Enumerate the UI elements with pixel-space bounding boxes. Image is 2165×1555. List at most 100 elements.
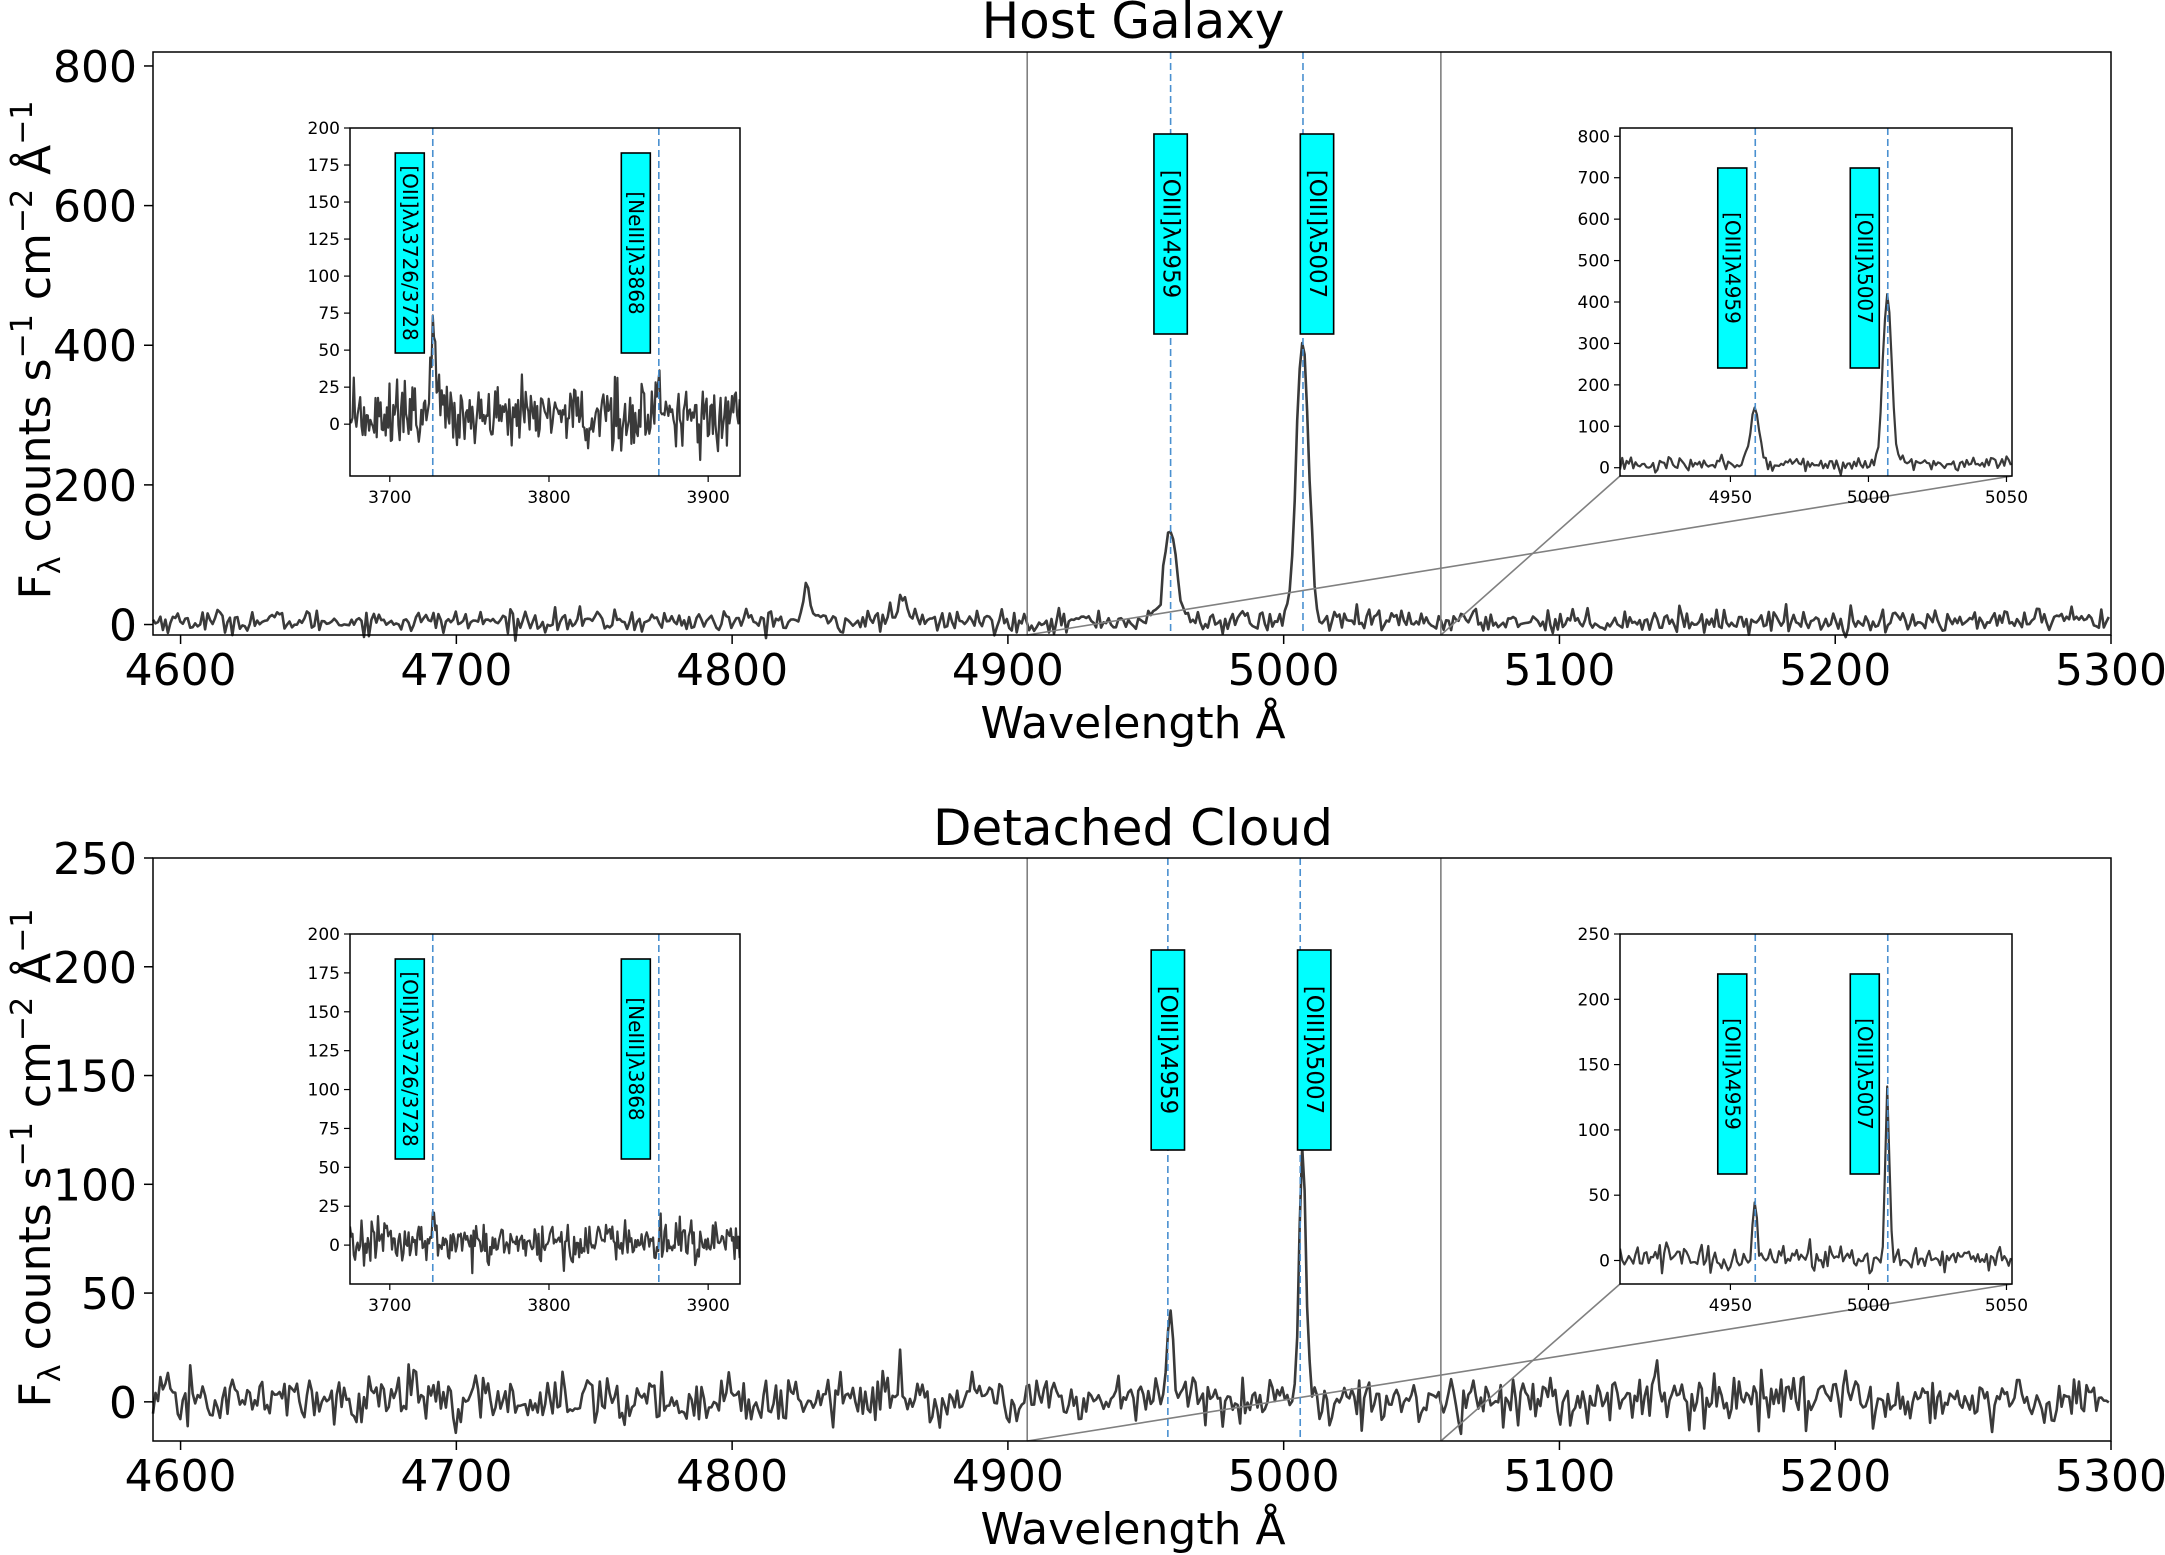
cloud-inset-left-ytick-label-3: 75 (318, 1119, 340, 1139)
host-galaxy-panel: Host Galaxy Wavelength Å Fλ counts s−1 c… (5, 0, 2165, 749)
host-inset-left-xtick-label-0: 3700 (368, 488, 411, 508)
cloud-frame (152, 857, 2112, 1442)
cloud-inset-left-frame (349, 933, 741, 1285)
host-xtick-label-4: 5000 (1228, 645, 1340, 696)
cloud-inset-left-ytick-label-2: 50 (318, 1158, 340, 1178)
host-inset-left-ytick-label-2: 50 (318, 341, 340, 361)
host-inset-right-spectrum-line (1620, 293, 2012, 476)
cloud-ytick-label-1: 50 (81, 1269, 137, 1320)
cloud-inset-left-ytick-label-5: 125 (308, 1042, 340, 1062)
cloud-spectrum-line (151, 1145, 2110, 1436)
cloud-inset-right-xtick-label-2: 5050 (1985, 1296, 2028, 1316)
cloud-xtick-label-1: 4700 (400, 1451, 512, 1502)
host-inset-right-line-label-1-text: [OIII]λ5007 (1853, 212, 1877, 324)
cloud-inset-right-ytick-label-5: 250 (1578, 925, 1610, 945)
host-inset-left-line-label-0-box (394, 152, 426, 354)
host-inset-left-line-label-0-text: [OII]λλ3726/3728 (398, 165, 422, 340)
host-inset-right-ytick-label-4: 400 (1578, 293, 1610, 313)
host-inset-left-ytick-label-3: 75 (318, 304, 340, 324)
host-inset-left-xtick-label-1: 3800 (527, 488, 570, 508)
host-inset-right-ytick-label-0: 0 (1599, 459, 1610, 479)
host-xtick-label-6: 5200 (1779, 645, 1891, 696)
cloud-inset-left-line-label-0-box (394, 958, 426, 1160)
cloud-ytick-label-0: 0 (109, 1378, 137, 1429)
host-inset-left-xtick-label-2: 3900 (687, 488, 730, 508)
host-ytick-label-3: 600 (53, 182, 137, 233)
cloud-inset-right-xtick-label-1: 5000 (1847, 1296, 1890, 1316)
host-inset-left-ytick-label-6: 150 (308, 193, 340, 213)
cloud-line-label-0-text: [OIII]λ4959 (1155, 986, 1181, 1115)
cloud-inset-left-line-label-1-box (620, 958, 652, 1160)
host-inset-left-line-label-1: [NeIII]λ3868 (620, 152, 652, 354)
host-line-label-1-box (1299, 133, 1335, 335)
host-zoom-connector-1 (1027, 475, 2013, 636)
host-line-label-0-box (1153, 133, 1189, 335)
host-inset-right-ytick-label-1: 100 (1578, 417, 1610, 437)
cloud-line-label-0-box (1150, 949, 1186, 1151)
host-frame (152, 51, 2112, 636)
detached-cloud-panel: Detached Cloud Wavelength Å Fλ counts s−… (5, 799, 2165, 1555)
cloud-inset-left-xtick-label-2: 3900 (687, 1296, 730, 1316)
cloud-xtick-label-5: 5100 (1503, 1451, 1615, 1502)
cloud-inset-right-ytick-label-3: 150 (1578, 1056, 1610, 1076)
host-line-label-1: [OIII]λ5007 (1299, 133, 1335, 335)
cloud-inset-left-line-label-1-text: [NeIII]λ3868 (624, 997, 648, 1120)
cloud-inset-left-ytick-label-6: 150 (308, 1003, 340, 1023)
host-galaxy-xlabel: Wavelength Å (980, 696, 1285, 749)
host-galaxy-ylabel: Fλ counts s−1 cm−2 Å−1 (5, 101, 68, 600)
host-xtick-label-5: 5100 (1503, 645, 1615, 696)
cloud-inset-left-spectrum-line (350, 1211, 740, 1275)
host-inset-right-ytick-label-6: 600 (1578, 210, 1610, 230)
host-line-label-0: [OIII]λ4959 (1153, 133, 1189, 335)
host-xtick-label-7: 5300 (2055, 645, 2165, 696)
cloud-inset-right-ytick-label-4: 200 (1578, 990, 1610, 1010)
host-inset-right-ytick-label-7: 700 (1578, 169, 1610, 189)
host-inset-left-ytick-label-0: 0 (329, 415, 340, 435)
cloud-inset-right-line-label-1-text: [OIII]λ5007 (1853, 1018, 1877, 1130)
host-inset-right-line-label-0-text: [OIII]λ4959 (1720, 212, 1744, 324)
host-inset-right-background (1620, 128, 2012, 476)
host-inset-left-frame (349, 127, 741, 477)
host-inset-left-spectrum-line (350, 314, 740, 462)
cloud-inset-right-frame (1619, 933, 2013, 1285)
cloud-line-label-1: [OIII]λ5007 (1296, 949, 1332, 1151)
cloud-ytick-label-5: 250 (53, 834, 137, 885)
host-line-label-0-text: [OIII]λ4959 (1158, 170, 1184, 299)
host-inset-right-ytick-label-2: 200 (1578, 376, 1610, 396)
host-inset-left-ytick-label-4: 100 (308, 267, 340, 287)
cloud-inset-left-line-label-0: [OII]λλ3726/3728 (394, 958, 426, 1160)
cloud-inset-right-ytick-label-2: 100 (1578, 1121, 1610, 1141)
cloud-inset-right-ytick-label-0: 0 (1599, 1251, 1610, 1271)
cloud-inset-right-xtick-label-0: 4950 (1709, 1296, 1752, 1316)
cloud-inset-left-ytick-label-4: 100 (308, 1081, 340, 1101)
cloud-inset-left-line-label-1: [NeIII]λ3868 (620, 958, 652, 1160)
cloud-line-label-0: [OIII]λ4959 (1150, 949, 1186, 1151)
cloud-ytick-label-4: 200 (53, 943, 137, 994)
detached-cloud-xlabel: Wavelength Å (980, 1502, 1285, 1555)
host-inset-right-xtick-label-0: 4950 (1709, 488, 1752, 508)
host-inset-right-line-label-0-box (1716, 167, 1748, 369)
host-line-label-1-text: [OIII]λ5007 (1304, 170, 1330, 299)
host-ytick-label-4: 800 (53, 42, 137, 93)
host-inset-right-ytick-label-3: 300 (1578, 334, 1610, 354)
host-inset-left-line-label-1-box (620, 152, 652, 354)
host-ytick-label-2: 400 (53, 321, 137, 372)
cloud-inset-left-ytick-label-0: 0 (329, 1236, 340, 1256)
cloud-inset-right-spectrum-line (1620, 1085, 2012, 1275)
cloud-inset-left-ytick-label-8: 200 (308, 925, 340, 945)
cloud-inset-right-line-label-0-box (1716, 973, 1748, 1175)
host-spectrum-line (151, 341, 2110, 642)
cloud-inset-left-line-label-0-text: [OII]λλ3726/3728 (398, 971, 422, 1146)
cloud-ytick-label-2: 100 (53, 1160, 137, 1211)
host-inset-right-ytick-label-8: 800 (1578, 127, 1610, 147)
host-inset-right-line-label-1: [OIII]λ5007 (1849, 167, 1881, 369)
host-inset-right-ytick-label-5: 500 (1578, 252, 1610, 272)
detached-cloud-title: Detached Cloud (933, 799, 1333, 857)
host-inset-left-ytick-label-5: 125 (308, 230, 340, 250)
cloud-xtick-label-2: 4800 (676, 1451, 788, 1502)
host-galaxy-title: Host Galaxy (982, 0, 1285, 50)
cloud-inset-right-line-label-1-box (1849, 973, 1881, 1175)
host-inset-left-line-label-1-text: [NeIII]λ3868 (624, 191, 648, 314)
cloud-xtick-label-0: 4600 (125, 1451, 237, 1502)
detached-cloud-ylabel: Fλ counts s−1 cm−2 Å−1 (5, 909, 68, 1408)
